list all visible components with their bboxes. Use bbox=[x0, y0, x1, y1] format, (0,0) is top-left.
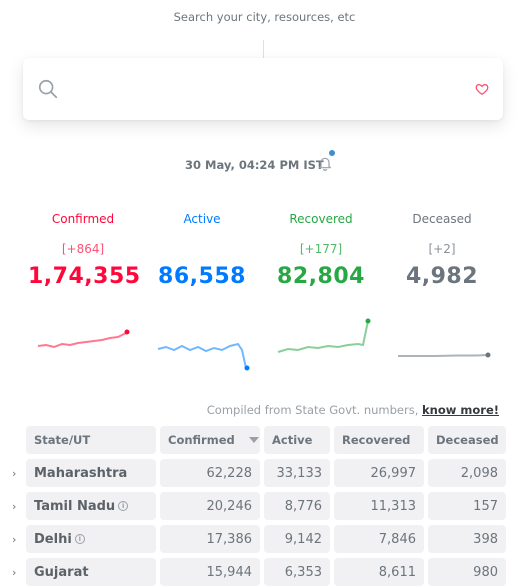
sparkline-active bbox=[157, 342, 250, 371]
header-deceased[interactable]: Deceased bbox=[428, 426, 506, 454]
know-more-link[interactable]: know more! bbox=[422, 403, 499, 417]
heart-icon[interactable] bbox=[475, 82, 489, 96]
table-row[interactable]: › Gujarat 15,944 6,353 8,611 980 bbox=[12, 558, 510, 586]
cell-confirmed: 20,246 bbox=[160, 492, 260, 520]
chevron-right-icon[interactable]: › bbox=[12, 565, 17, 579]
cell-deceased: 398 bbox=[428, 525, 506, 553]
cell-deceased: 157 bbox=[428, 492, 506, 520]
chevron-right-icon[interactable]: › bbox=[12, 466, 17, 480]
divider bbox=[263, 40, 264, 60]
stat-active-value: 86,558 bbox=[158, 264, 246, 289]
sparkline-deceased bbox=[398, 352, 491, 358]
header-state[interactable]: State/UT bbox=[26, 426, 156, 454]
stat-deceased-label: Deceased bbox=[412, 212, 472, 226]
cell-confirmed: 17,386 bbox=[160, 525, 260, 553]
cell-recovered: 11,313 bbox=[334, 492, 424, 520]
stat-recovered[interactable]: Recovered [+177] 82,804 bbox=[266, 212, 376, 289]
notification-dot bbox=[329, 150, 335, 156]
cell-active: 33,133 bbox=[264, 459, 330, 487]
stat-confirmed-label: Confirmed bbox=[51, 212, 115, 226]
bell-icon[interactable] bbox=[317, 154, 333, 172]
header-active[interactable]: Active bbox=[264, 426, 330, 454]
cell-confirmed: 62,228 bbox=[160, 459, 260, 487]
table-header-row: State/UT Confirmed Active Recovered Dece… bbox=[26, 426, 510, 454]
stat-deceased[interactable]: Deceased [+2] 4,982 bbox=[387, 212, 497, 289]
state-name: Tamil Nadu bbox=[34, 498, 116, 514]
search-hint: Search your city, resources, etc bbox=[173, 10, 356, 24]
table-row[interactable]: › Tamil Nadu i 20,246 8,776 11,313 157 bbox=[12, 492, 510, 520]
stat-confirmed[interactable]: Confirmed [+864] 1,74,355 bbox=[28, 212, 141, 289]
stat-recovered-value: 82,804 bbox=[277, 264, 365, 289]
stat-confirmed-delta: [+864] bbox=[61, 242, 105, 256]
stat-active[interactable]: Active 86,558 bbox=[147, 212, 257, 289]
source-note: Compiled from State Govt. numbers, know … bbox=[207, 403, 499, 417]
search-input[interactable] bbox=[23, 58, 503, 120]
cell-active: 8,776 bbox=[264, 492, 330, 520]
state-name: Maharashtra bbox=[26, 459, 156, 487]
state-table: State/UT Confirmed Active Recovered Dece… bbox=[12, 426, 510, 587]
cell-confirmed: 15,944 bbox=[160, 558, 260, 586]
cell-recovered: 8,611 bbox=[334, 558, 424, 586]
source-note-text: Compiled from State Govt. numbers, bbox=[206, 403, 419, 417]
stat-active-label: Active bbox=[183, 212, 221, 226]
cell-recovered: 7,846 bbox=[334, 525, 424, 553]
state-cell: Tamil Nadu i bbox=[26, 492, 156, 520]
sort-desc-icon bbox=[248, 437, 259, 443]
header-recovered[interactable]: Recovered bbox=[334, 426, 424, 454]
state-name: Delhi bbox=[34, 531, 72, 547]
stat-deceased-value: 4,982 bbox=[405, 264, 479, 289]
table-row[interactable]: › Maharashtra 62,228 33,133 26,997 2,098 bbox=[12, 459, 510, 487]
sparkline-recovered bbox=[277, 318, 371, 353]
cell-deceased: 980 bbox=[428, 558, 506, 586]
info-icon[interactable]: i bbox=[118, 501, 129, 511]
table-row[interactable]: › Delhi i 17,386 9,142 7,846 398 bbox=[12, 525, 510, 553]
last-updated-timestamp: 30 May, 04:24 PM IST bbox=[185, 158, 324, 172]
sparkline-confirmed bbox=[37, 329, 130, 349]
header-confirmed-label: Confirmed bbox=[168, 433, 235, 447]
chevron-right-icon[interactable]: › bbox=[12, 499, 17, 513]
header-confirmed[interactable]: Confirmed bbox=[160, 426, 260, 454]
stat-confirmed-value: 1,74,355 bbox=[28, 264, 141, 289]
chevron-right-icon[interactable]: › bbox=[12, 532, 17, 546]
state-cell: Delhi i bbox=[26, 525, 156, 553]
cell-active: 6,353 bbox=[264, 558, 330, 586]
cell-recovered: 26,997 bbox=[334, 459, 424, 487]
stat-deceased-delta: [+2] bbox=[428, 242, 456, 256]
stat-active-delta bbox=[147, 242, 257, 258]
search-icon bbox=[38, 79, 58, 99]
stat-recovered-label: Recovered bbox=[289, 212, 353, 226]
info-icon[interactable]: i bbox=[74, 534, 85, 544]
state-name: Gujarat bbox=[26, 558, 156, 586]
cell-deceased: 2,098 bbox=[428, 459, 506, 487]
cell-active: 9,142 bbox=[264, 525, 330, 553]
stat-recovered-delta: [+177] bbox=[299, 242, 343, 256]
